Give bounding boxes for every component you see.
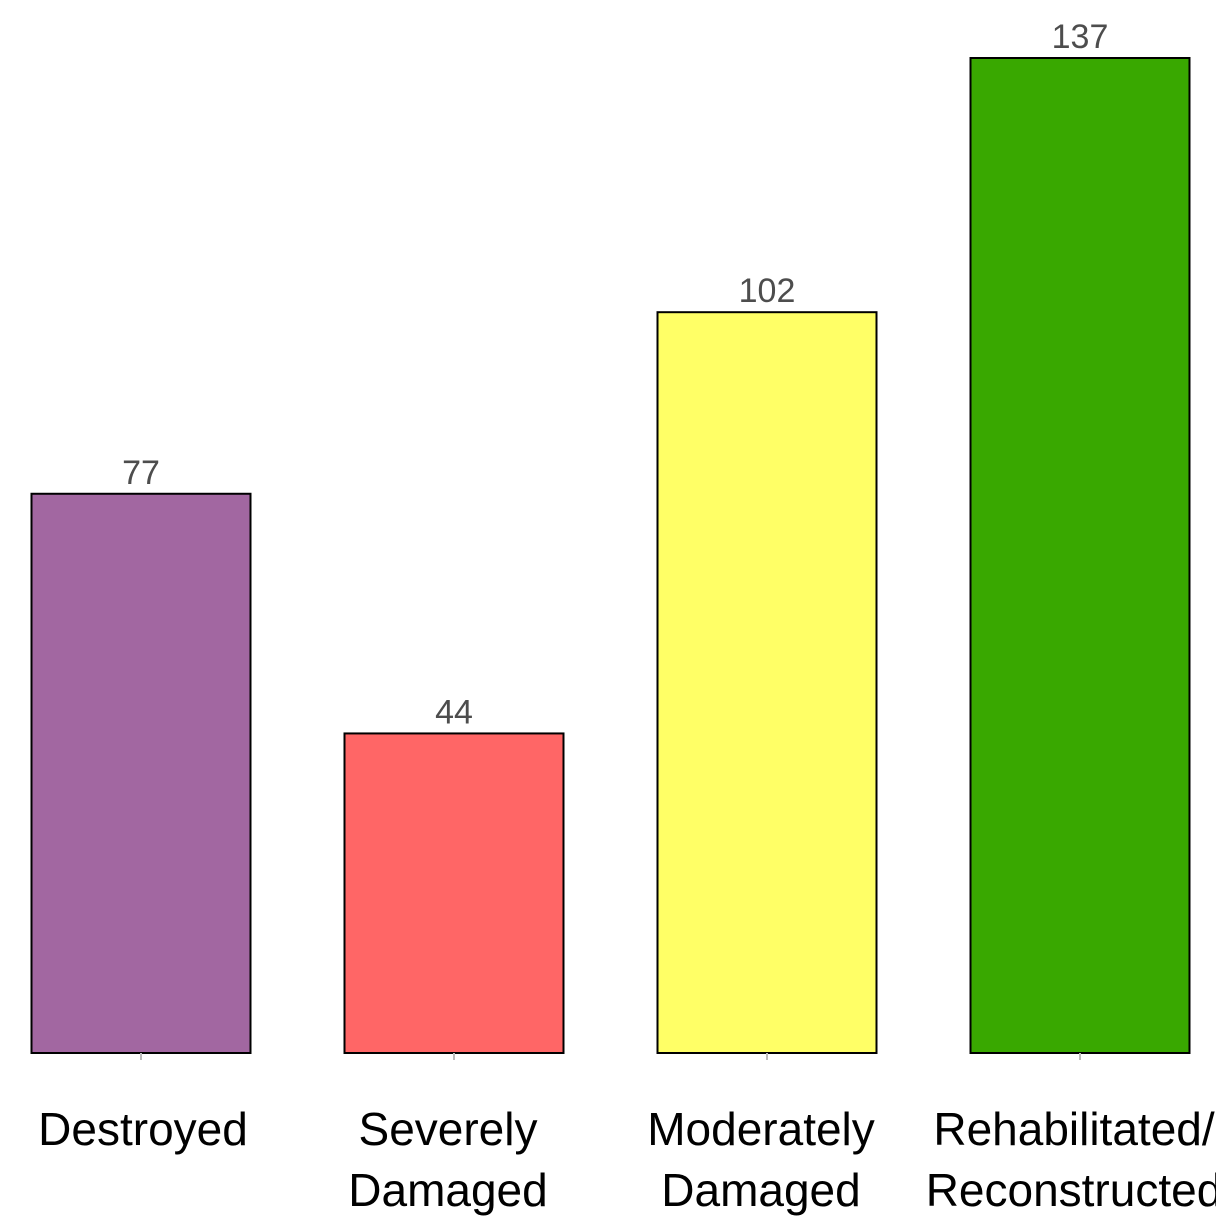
bar-rehabilitated-reconstructed — [969, 57, 1191, 1054]
bar-destroyed — [30, 492, 252, 1054]
value-label-moderately-damaged: 102 — [739, 272, 796, 310]
x-tick-label-line: Moderately — [647, 1103, 875, 1155]
x-tick-label-moderately-damaged: Moderately Damaged — [647, 1103, 875, 1216]
x-tick-label-line: Destroyed — [38, 1103, 248, 1155]
ticks-layer — [140, 1053, 1081, 1060]
bar-severely-damaged — [343, 732, 565, 1054]
x-tick-label-severely-damaged: Severely Damaged — [348, 1103, 547, 1216]
x-tick-label-line: Damaged — [661, 1164, 860, 1216]
x-tick-label-rehabilitated-reconstructed: Rehabilitated/Reconstructed — [926, 1103, 1216, 1216]
value-label-rehabilitated-reconstructed: 137 — [1052, 18, 1109, 56]
bar-moderately-damaged — [656, 311, 878, 1054]
x-tick-label-line: Reconstructed — [926, 1164, 1216, 1216]
x-tick-label-line: Damaged — [348, 1164, 547, 1216]
category-labels-layer: Destroyed Severely Damaged Moderately Damage… — [38, 1103, 1216, 1216]
x-tick-label-line: Rehabilitated/ — [933, 1103, 1215, 1155]
value-label-destroyed: 77 — [122, 454, 160, 492]
bars-layer — [30, 57, 1191, 1054]
x-tick-label-line: Severely — [359, 1103, 538, 1155]
value-label-severely-damaged: 44 — [435, 693, 473, 731]
x-tick-label-destroyed: Destroyed — [38, 1103, 248, 1155]
value-labels-layer: 77 44 102 137 — [122, 18, 1108, 731]
